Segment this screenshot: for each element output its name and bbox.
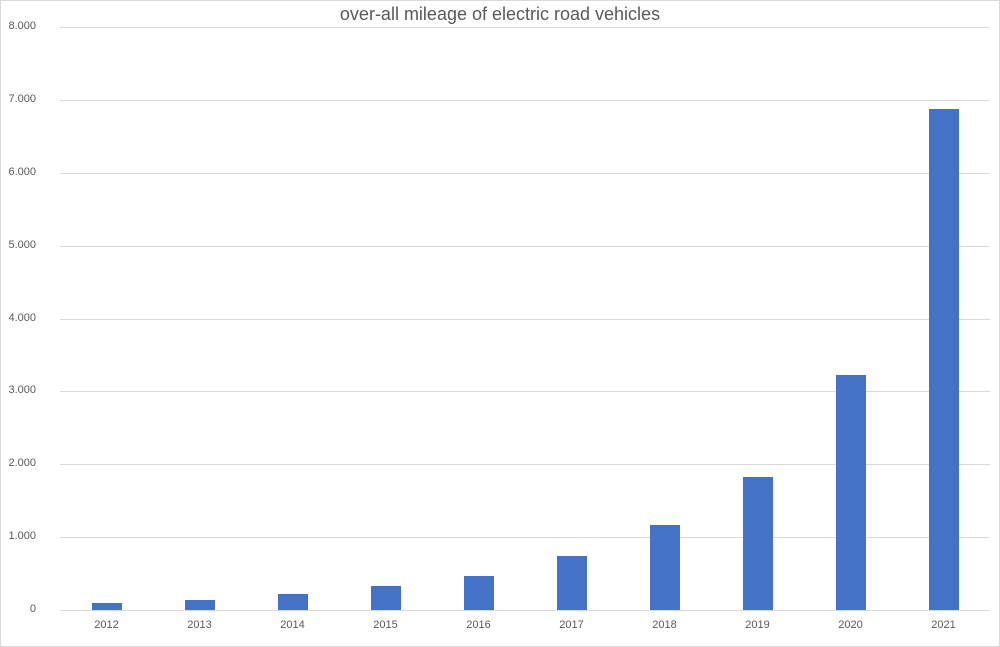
- x-tick-label: 2014: [280, 619, 305, 631]
- y-tick-label: 0: [29, 603, 36, 615]
- bar-2018[interactable]: [649, 525, 680, 610]
- x-tick-label: 2013: [187, 619, 212, 631]
- bar-2017[interactable]: [556, 556, 587, 610]
- gridline: [60, 610, 990, 611]
- bar-2013[interactable]: [184, 599, 215, 610]
- x-tick-label: 2012: [94, 619, 119, 631]
- bar-2012[interactable]: [91, 602, 122, 610]
- x-tick-label: 2018: [652, 619, 677, 631]
- chart-title: over-all mileage of electric road vehicl…: [339, 4, 661, 24]
- gridline: [60, 100, 990, 101]
- y-tick-label: 2.000: [8, 457, 36, 469]
- x-tick-label: 2016: [466, 619, 491, 631]
- bar-2015[interactable]: [370, 585, 401, 610]
- x-tick-label: 2015: [373, 619, 398, 631]
- gridline: [60, 246, 990, 247]
- bar-2014[interactable]: [277, 593, 308, 610]
- gridline: [60, 27, 990, 28]
- y-tick-label: 4.000: [8, 312, 36, 324]
- y-tick-label: 1.000: [8, 530, 36, 542]
- x-tick-label: 2021: [931, 619, 956, 631]
- bar-2021[interactable]: [928, 109, 959, 610]
- gridline: [60, 537, 990, 538]
- bar-2016[interactable]: [463, 576, 494, 610]
- gridline: [60, 319, 990, 320]
- x-tick-label: 2019: [745, 619, 770, 631]
- y-tick-label: 7.000: [8, 93, 36, 105]
- y-tick-label: 6.000: [8, 166, 36, 178]
- gridline: [60, 464, 990, 465]
- y-tick-label: 3.000: [8, 384, 36, 396]
- y-tick-label: 8.000: [8, 20, 36, 32]
- bar-2019[interactable]: [742, 477, 773, 610]
- bar-2020[interactable]: [835, 375, 866, 610]
- y-tick-label: 5.000: [8, 239, 36, 251]
- x-tick-label: 2017: [559, 619, 584, 631]
- gridline: [60, 173, 990, 174]
- x-tick-label: 2020: [838, 619, 863, 631]
- gridline: [60, 391, 990, 392]
